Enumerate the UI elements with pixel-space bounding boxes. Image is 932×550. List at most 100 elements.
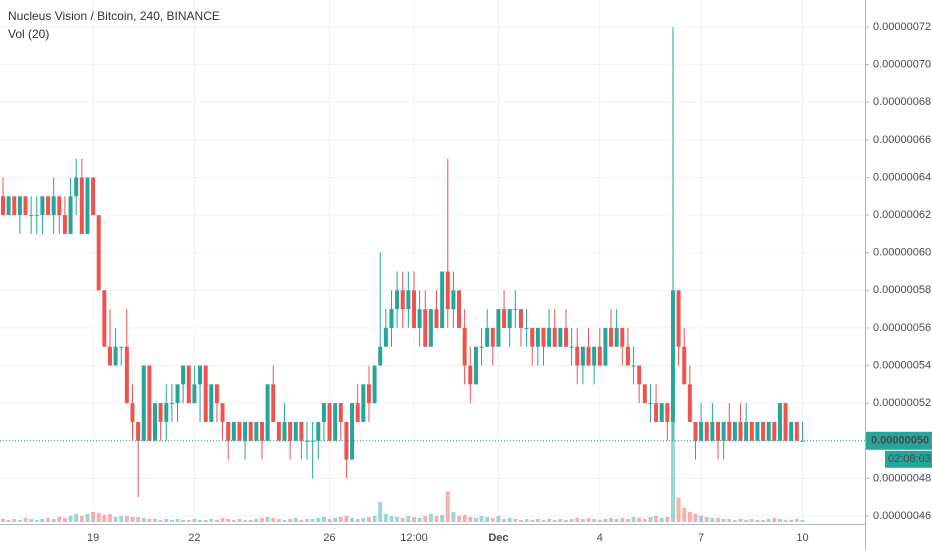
candle-body (158, 403, 163, 422)
candle-body (102, 290, 107, 347)
candle-body (670, 290, 675, 422)
volume-bar (682, 507, 687, 522)
volume-bar (169, 519, 174, 522)
volume-bar (609, 517, 614, 522)
candle-body (175, 384, 180, 404)
volume-bar (6, 519, 11, 522)
volume-bar (744, 519, 749, 522)
volume-bar (597, 519, 602, 522)
volume-bar (721, 518, 726, 522)
volume-bar (198, 519, 203, 522)
candle-body (372, 365, 377, 404)
volume-bar (389, 515, 394, 522)
volume-bar (17, 519, 22, 522)
volume-bar (130, 516, 135, 522)
volume-bar (428, 513, 433, 522)
candle-body (141, 365, 146, 441)
candle-body (445, 271, 450, 310)
x-tick-label: Dec (488, 532, 508, 544)
y-tick-label: 0.00000062 (873, 209, 931, 221)
volume-bar (74, 513, 79, 522)
candle-body (659, 403, 664, 422)
volume-bar (333, 517, 338, 522)
x-tick-label: 12:00 (400, 532, 428, 544)
volume-bar (96, 512, 101, 522)
candle-body (169, 403, 174, 405)
volume-bar (237, 518, 242, 522)
candle-body (214, 384, 219, 404)
candle-body (592, 346, 597, 366)
candle-body (198, 365, 203, 385)
volume-bar (192, 518, 197, 522)
candle-body (124, 346, 129, 404)
candle-body (209, 384, 214, 422)
volume-bar (220, 517, 225, 522)
candle-body (710, 421, 715, 441)
candle-body (575, 346, 580, 366)
candle-body (282, 421, 287, 441)
candle-body (761, 421, 766, 441)
volume-bar (243, 519, 248, 522)
candle-body (687, 384, 692, 422)
y-tick-label: 0.00000072 (873, 21, 931, 33)
volume-bar (68, 515, 73, 522)
volume-bar (625, 518, 630, 522)
y-tick-label: 0.00000060 (873, 247, 931, 259)
candle-body (648, 403, 653, 405)
volume-bar (181, 519, 186, 522)
volume-bar (547, 518, 552, 522)
volume-bar (479, 515, 484, 522)
candle-body (704, 421, 709, 441)
x-tick-label: 7 (698, 532, 704, 544)
candle-body (130, 403, 135, 422)
y-tick-label: 0.00000070 (873, 59, 931, 71)
candle-body (727, 421, 732, 441)
volume-bar (569, 518, 574, 522)
y-tick-label: 0.00000048 (873, 472, 931, 484)
volume-bar (406, 515, 411, 522)
volume-bar (693, 513, 698, 522)
volume-bar (704, 516, 709, 522)
volume-bar (350, 517, 355, 522)
volume-bar (327, 518, 332, 522)
countdown-box (885, 450, 932, 468)
volume-bar (423, 515, 428, 522)
volume-bar (51, 518, 56, 522)
legend-title: Nucleus Vision / Bitcoin, 240, BINANCE (8, 9, 220, 23)
y-tick-label: 0.00000058 (873, 284, 931, 296)
volume-bar (777, 518, 782, 522)
candle-body (119, 346, 124, 348)
candle-body (518, 309, 523, 328)
volume-bar (417, 517, 422, 522)
volume-bar (400, 517, 405, 522)
volume-bar (558, 518, 563, 522)
candle-body (490, 327, 495, 347)
x-tick-label: 4 (597, 532, 603, 544)
candle-body (625, 346, 630, 366)
candle-body (350, 403, 355, 460)
volume-bar (12, 518, 17, 522)
x-tick-label: 19 (87, 532, 99, 544)
y-tick-label: 0.00000068 (873, 96, 931, 108)
candle-body (113, 346, 118, 366)
volume-bar (586, 517, 591, 522)
candle-body (389, 309, 394, 328)
y-tick-label: 0.00000056 (873, 322, 931, 334)
volume-bar (254, 518, 259, 522)
volume-bar (445, 491, 450, 522)
candle-body (259, 421, 264, 441)
candle-body (468, 365, 473, 385)
candle-body (631, 365, 636, 367)
volume-bar (79, 515, 84, 522)
volume-bar (411, 516, 416, 522)
volume-bar (530, 519, 535, 522)
candle-body (440, 271, 445, 328)
candle-body (62, 215, 67, 234)
volume-bar (631, 516, 636, 522)
volume-bar (91, 511, 96, 522)
volume-bar (507, 517, 512, 522)
y-tick-label: 0.00000054 (873, 359, 931, 371)
volume-bar (23, 517, 28, 522)
last-price-box (866, 431, 932, 450)
